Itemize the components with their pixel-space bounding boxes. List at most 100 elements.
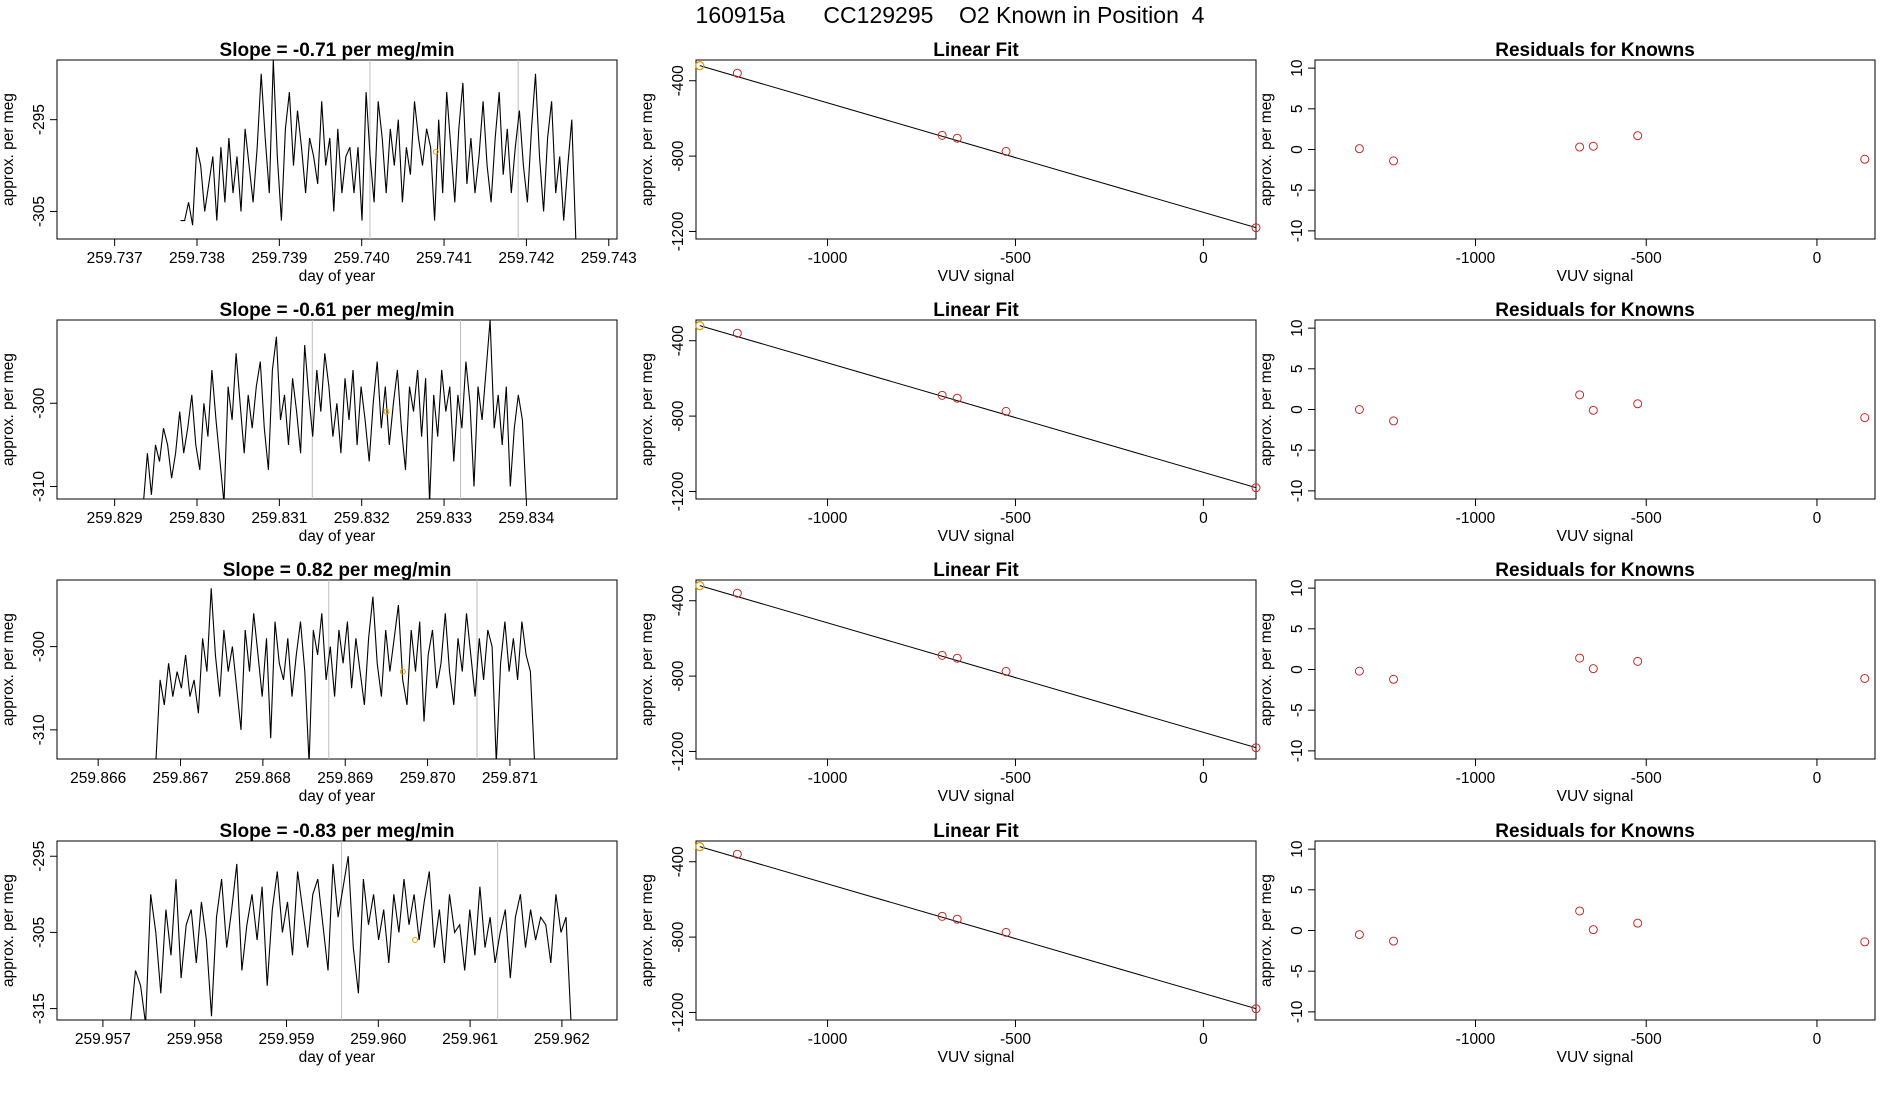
x-axis-label: day of year <box>299 268 376 285</box>
data-point <box>1251 743 1261 753</box>
y-tick-label: -10 <box>1289 739 1306 762</box>
x-axis-label: VUV signal <box>1557 528 1634 545</box>
plot-title: Residuals for Knowns <box>1495 821 1695 842</box>
x-axis-label: VUV signal <box>1557 788 1634 805</box>
y-tick-label: -5 <box>1289 183 1306 197</box>
y-tick-label: -300 <box>31 631 48 662</box>
data-point <box>1633 131 1643 141</box>
data-point <box>1389 936 1399 946</box>
series-line <box>143 320 527 499</box>
data-point <box>937 911 947 921</box>
data-point <box>1251 483 1261 493</box>
x-tick-label: -1000 <box>808 770 848 787</box>
data-point <box>937 130 947 140</box>
y-tick-label: -400 <box>670 585 687 616</box>
data-point <box>1001 666 1011 676</box>
y-tick-label: 0 <box>1289 405 1306 414</box>
x-tick-label: 259.869 <box>317 770 373 787</box>
highlight-point <box>695 321 705 331</box>
x-tick-label: 259.831 <box>251 510 307 527</box>
data-point <box>1575 653 1585 663</box>
x-tick-label: -500 <box>1631 770 1662 787</box>
x-tick-label: 259.868 <box>235 770 291 787</box>
x-tick-label: 259.959 <box>258 1031 314 1048</box>
highlight-point <box>399 668 406 675</box>
plot-frame <box>56 319 618 500</box>
plot-frame <box>695 579 1257 760</box>
chart-0-fit: Linear Fit -1000 -500 0 -400 -800 -1200 VUV sig… <box>639 40 1261 285</box>
x-tick-label: -1000 <box>808 250 848 267</box>
x-tick-label: 259.738 <box>169 250 225 267</box>
y-tick-label: -800 <box>670 140 687 171</box>
y-tick-label: 0 <box>1289 145 1306 154</box>
plot-frame <box>1314 319 1876 500</box>
y-axis-label: approx. per meg <box>0 874 17 987</box>
chart-1-timeseries: Slope = -0.61 per meg/min 259.829 259.830 2… <box>0 300 618 545</box>
x-axis-label: day of year <box>299 788 376 805</box>
x-tick-label: 259.833 <box>416 510 472 527</box>
y-tick-label: -5 <box>1289 703 1306 717</box>
x-tick-label: -1000 <box>1456 250 1496 267</box>
x-axis-label: VUV signal <box>1557 268 1634 285</box>
x-axis-label: VUV signal <box>938 788 1015 805</box>
y-tick-label: -295 <box>31 841 48 872</box>
x-tick-label: -500 <box>1631 510 1662 527</box>
x-tick-label: 259.743 <box>581 250 637 267</box>
y-tick-label: -300 <box>31 387 48 418</box>
y-tick-label: 0 <box>1289 665 1306 674</box>
x-axis-label: VUV signal <box>938 528 1015 545</box>
chart-2-residuals: Residuals for Knowns -1000 -500 0 10 5 0 -5 -10 V… <box>1258 560 1876 805</box>
x-axis-label: day of year <box>299 1049 376 1066</box>
y-tick-label: -800 <box>670 400 687 431</box>
fit-line <box>699 585 1256 749</box>
chart-2-fit: Linear Fit -1000 -500 0 -400 -800 -1200 VUV sig… <box>639 560 1261 805</box>
x-tick-label: 259.961 <box>442 1031 498 1048</box>
y-tick-label: -5 <box>1289 443 1306 457</box>
data-point <box>1588 405 1598 415</box>
y-axis-label: approx. per meg <box>0 613 17 726</box>
y-tick-label: 10 <box>1289 840 1306 858</box>
plot-frame <box>695 840 1257 1021</box>
y-axis-label: approx. per meg <box>0 353 17 466</box>
x-tick-label: -500 <box>1000 510 1031 527</box>
plot-title: Linear Fit <box>933 40 1019 61</box>
chart-3-timeseries: Slope = -0.83 per meg/min 259.957 259.958 2… <box>0 821 618 1066</box>
x-axis-label: VUV signal <box>938 1049 1015 1066</box>
data-point <box>1389 416 1399 426</box>
chart-0-residuals: Residuals for Knowns -1000 -500 0 10 5 0 -5 -10 V… <box>1258 40 1876 285</box>
data-point <box>952 914 962 924</box>
data-point <box>1588 925 1598 935</box>
y-tick-label: 0 <box>1289 926 1306 935</box>
x-tick-label: 259.870 <box>400 770 456 787</box>
y-tick-label: -10 <box>1289 1000 1306 1023</box>
x-tick-label: 0 <box>1813 1031 1822 1048</box>
y-tick-label: -1200 <box>670 731 687 771</box>
data-point <box>732 328 742 338</box>
data-point <box>952 653 962 663</box>
chart-1-residuals: Residuals for Knowns -1000 -500 0 10 5 0 -5 -10 V… <box>1258 300 1876 545</box>
plot-title: Linear Fit <box>933 560 1019 581</box>
x-tick-label: 259.958 <box>167 1031 223 1048</box>
data-point <box>937 650 947 660</box>
plot-title: Linear Fit <box>933 821 1019 842</box>
x-tick-label: 259.871 <box>482 770 538 787</box>
plot-frame <box>695 59 1257 240</box>
x-tick-label: 0 <box>1199 250 1208 267</box>
data-point <box>1633 399 1643 409</box>
x-tick-label: 259.957 <box>75 1031 131 1048</box>
y-tick-label: -400 <box>670 325 687 356</box>
x-tick-label: 0 <box>1199 510 1208 527</box>
y-tick-label: -10 <box>1289 479 1306 502</box>
data-point <box>1354 144 1364 154</box>
y-tick-label: 10 <box>1289 319 1306 337</box>
data-point <box>937 390 947 400</box>
data-point <box>1251 223 1261 233</box>
y-tick-label: -315 <box>31 993 48 1024</box>
data-point <box>732 588 742 598</box>
data-point <box>1860 673 1870 683</box>
y-axis-label: approx. per meg <box>639 353 656 466</box>
x-tick-label: 0 <box>1813 770 1822 787</box>
y-tick-label: 10 <box>1289 579 1306 597</box>
plot-frame <box>56 840 618 1021</box>
x-axis-label: VUV signal <box>1557 1049 1634 1066</box>
